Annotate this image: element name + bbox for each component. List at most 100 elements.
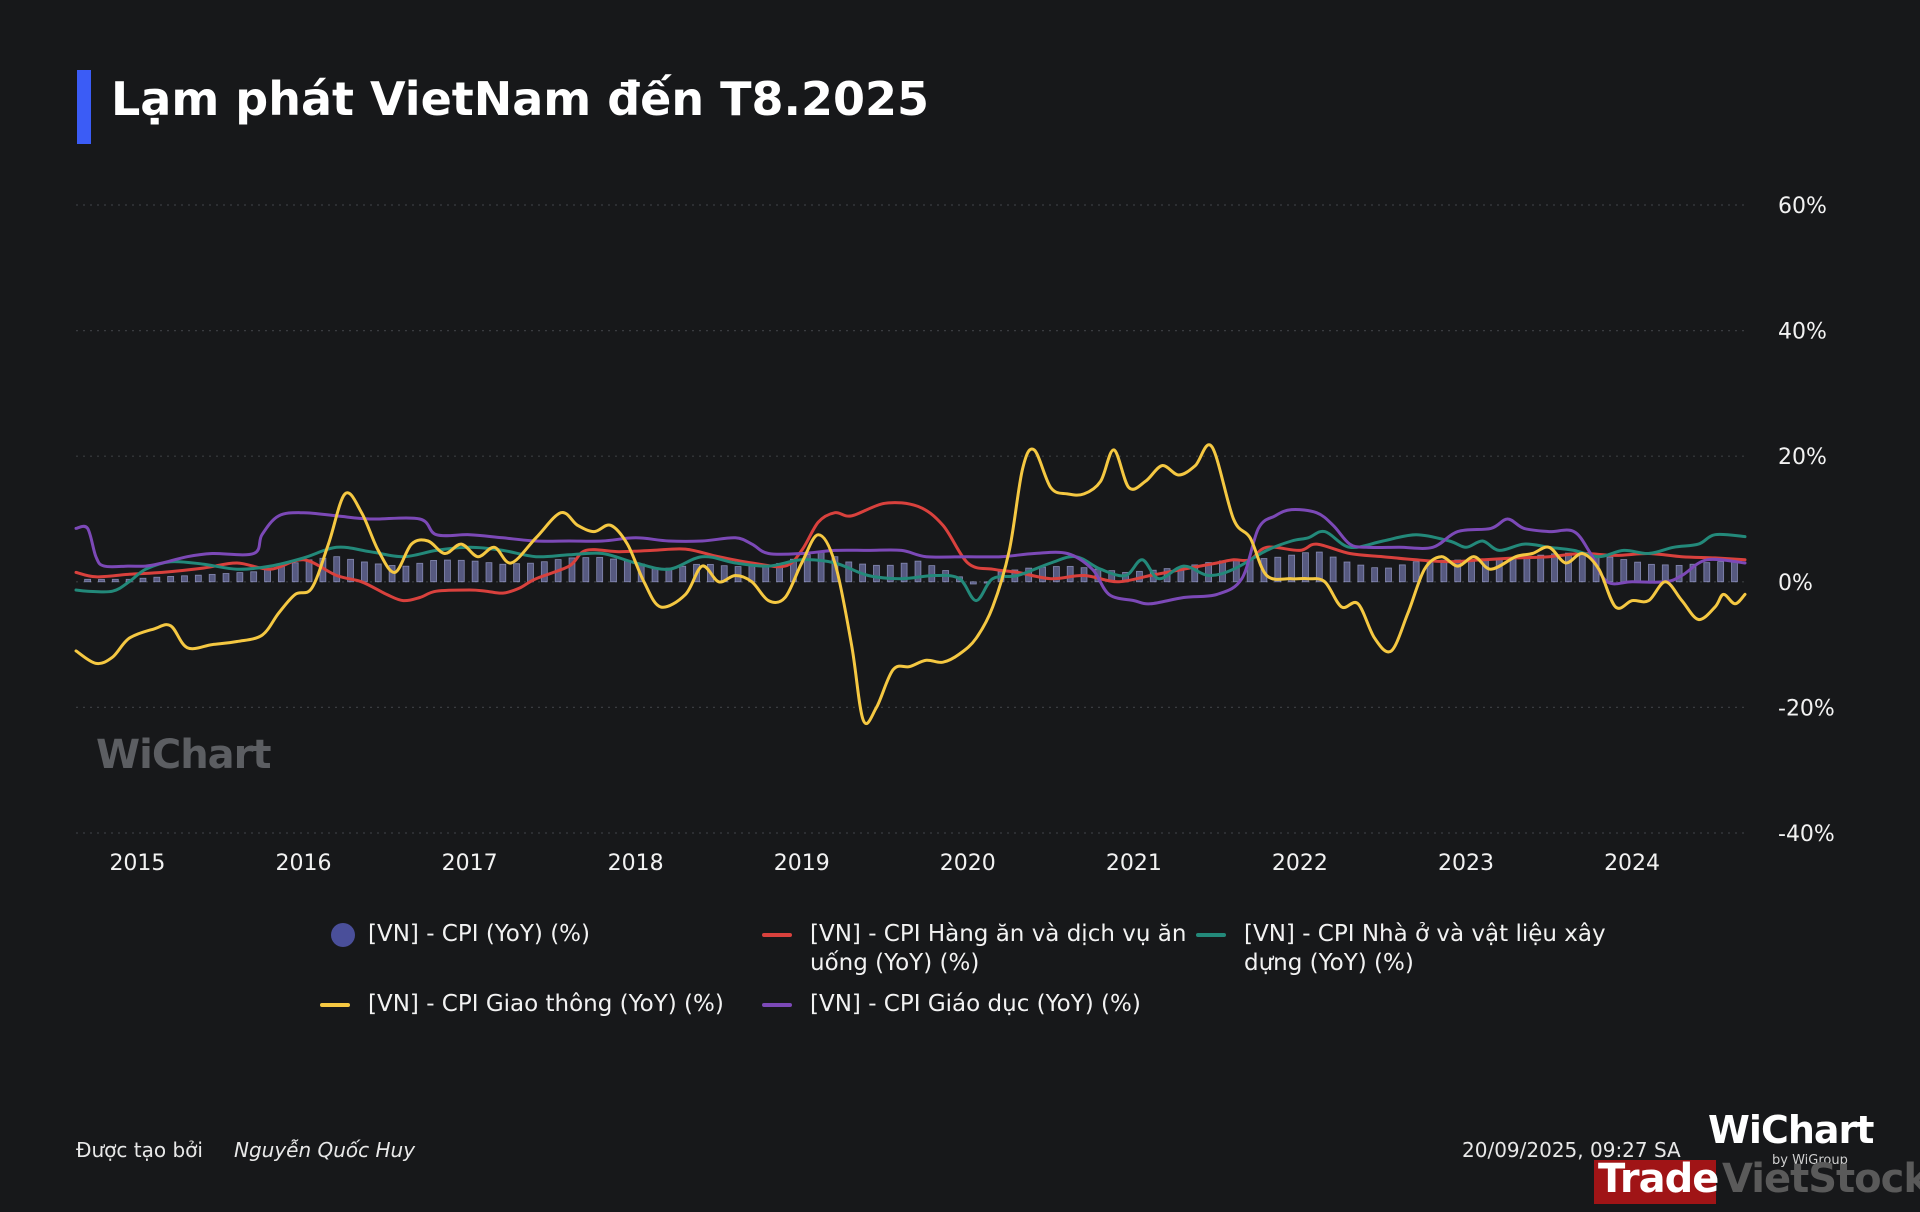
cpi-bar bbox=[873, 564, 880, 583]
cpi-bar bbox=[1274, 556, 1282, 583]
wichart-logo-sub: by WiGroup bbox=[1772, 1153, 1848, 1168]
cpi-bar bbox=[1191, 564, 1199, 583]
cpi-bar bbox=[333, 556, 341, 583]
y-tick-label: 40% bbox=[1778, 320, 1827, 345]
series-line-housing bbox=[74, 529, 1747, 603]
cpi-bar bbox=[1066, 565, 1074, 583]
cpi-bar bbox=[444, 559, 451, 583]
y-tick-label: -40% bbox=[1778, 822, 1835, 847]
cpi-bar bbox=[1343, 561, 1351, 583]
cpi-bar bbox=[1509, 557, 1517, 583]
cpi-bar bbox=[1205, 562, 1212, 583]
cpi-bar bbox=[1039, 566, 1046, 583]
cpi-bar bbox=[111, 578, 119, 583]
cpi-bar bbox=[1232, 559, 1240, 583]
cpi-bar bbox=[1717, 561, 1725, 583]
cpi-bar bbox=[402, 565, 410, 583]
series-line-transport bbox=[74, 443, 1747, 726]
y-tick-label: 0% bbox=[1778, 571, 1813, 596]
cpi-bar bbox=[1537, 554, 1545, 583]
cpi-bar bbox=[582, 557, 590, 583]
cpi-bar bbox=[1315, 551, 1323, 583]
cpi-bar bbox=[1454, 559, 1462, 583]
cpi-bar bbox=[1385, 567, 1392, 583]
cpi-bar bbox=[1578, 551, 1586, 583]
cpi-bar bbox=[1675, 564, 1683, 583]
cpi-bar bbox=[1606, 556, 1614, 583]
x-tick-label: 2018 bbox=[608, 851, 664, 876]
cpi-bar bbox=[1440, 559, 1448, 583]
cpi-bar bbox=[845, 561, 853, 583]
cpi-bar bbox=[1412, 561, 1420, 583]
cpi-bar bbox=[914, 560, 922, 583]
cpi-bar bbox=[817, 551, 825, 583]
cpi-bar bbox=[84, 578, 92, 583]
tradevietstock-logo-trade: Trade bbox=[1598, 1156, 1719, 1202]
x-tick-label: 2017 bbox=[442, 851, 498, 876]
cpi-bar bbox=[1052, 566, 1060, 583]
legend-swatch-cpi bbox=[331, 923, 355, 947]
wichart-logo: WiChart bbox=[1708, 1108, 1874, 1152]
cpi-bar bbox=[264, 568, 271, 583]
series-line-food bbox=[74, 501, 1747, 603]
cpi-bar bbox=[430, 559, 438, 583]
tradevietstock-logo-box bbox=[1594, 1160, 1716, 1204]
cpi-bar bbox=[1703, 562, 1711, 583]
timestamp: 20/09/2025, 09:27 SA bbox=[1462, 1138, 1681, 1162]
legend-swatch-education bbox=[762, 1003, 792, 1007]
cpi-bar bbox=[540, 561, 548, 583]
cpi-bar bbox=[499, 563, 507, 583]
x-tick-label: 2019 bbox=[774, 851, 830, 876]
cpi-bar bbox=[98, 578, 105, 583]
cpi-bar bbox=[1648, 563, 1655, 583]
x-tick-label: 2024 bbox=[1604, 851, 1660, 876]
cpi-bar bbox=[886, 564, 894, 583]
cpi-bar bbox=[1523, 556, 1531, 583]
legend-label-housing: [VN] - CPI Nhà ở và vật liệu xây dựng (Y… bbox=[1244, 921, 1606, 976]
cpi-bar bbox=[347, 558, 354, 583]
cpi-bar bbox=[277, 566, 285, 583]
tradevietstock-logo-vietstock: VietStock bbox=[1722, 1156, 1920, 1202]
created-by-label: Được tạo bởi bbox=[76, 1138, 203, 1162]
cpi-bar bbox=[416, 562, 424, 583]
cpi-bar bbox=[1398, 564, 1406, 583]
y-tick-label: 60% bbox=[1778, 194, 1827, 219]
cpi-bar bbox=[1329, 556, 1337, 583]
cpi-bar bbox=[153, 576, 161, 583]
cpi-bar bbox=[1371, 567, 1379, 583]
cpi-bar bbox=[1661, 564, 1669, 583]
cpi-bar bbox=[485, 562, 493, 583]
x-tick-label: 2016 bbox=[276, 851, 332, 876]
cpi-bar bbox=[194, 574, 202, 583]
cpi-bar bbox=[374, 563, 382, 583]
x-tick-label: 2021 bbox=[1106, 851, 1162, 876]
legend-label-transport: [VN] - CPI Giao thông (YoY) (%) bbox=[368, 991, 724, 1017]
cpi-bar bbox=[139, 577, 147, 583]
series-line-education bbox=[74, 507, 1747, 606]
legend-label-cpi: [VN] - CPI (YoY) (%) bbox=[368, 921, 591, 947]
x-tick-label: 2015 bbox=[109, 851, 165, 876]
wichart-watermark: WiChart bbox=[96, 732, 272, 778]
x-tick-label: 2022 bbox=[1272, 851, 1328, 876]
cpi-bar bbox=[679, 565, 687, 583]
legend-label-food: [VN] - CPI Hàng ăn và dịch vụ ăn uống (Y… bbox=[810, 921, 1187, 976]
cpi-bar bbox=[361, 561, 368, 583]
y-tick-label: 20% bbox=[1778, 445, 1827, 470]
title-accent-bar bbox=[77, 70, 91, 144]
cpi-bar bbox=[1689, 563, 1697, 583]
author-name: Nguyễn Quốc Huy bbox=[234, 1138, 416, 1162]
cpi-bar bbox=[1357, 564, 1365, 583]
legend-swatch-transport bbox=[320, 1003, 350, 1007]
cpi-bar bbox=[1731, 560, 1738, 583]
cpi-bar bbox=[1288, 554, 1296, 583]
cpi-bar bbox=[236, 572, 244, 583]
cpi-bar bbox=[1551, 553, 1558, 583]
legend-swatch-housing bbox=[1196, 933, 1226, 937]
chart-legend: [VN] - CPI (YoY) (%) [VN] - CPI Hàng ăn … bbox=[320, 920, 1620, 1030]
y-tick-label: -20% bbox=[1778, 696, 1835, 721]
legend-swatch-food bbox=[762, 933, 792, 937]
cpi-bar bbox=[1495, 558, 1503, 583]
cpi-bar bbox=[291, 562, 299, 583]
